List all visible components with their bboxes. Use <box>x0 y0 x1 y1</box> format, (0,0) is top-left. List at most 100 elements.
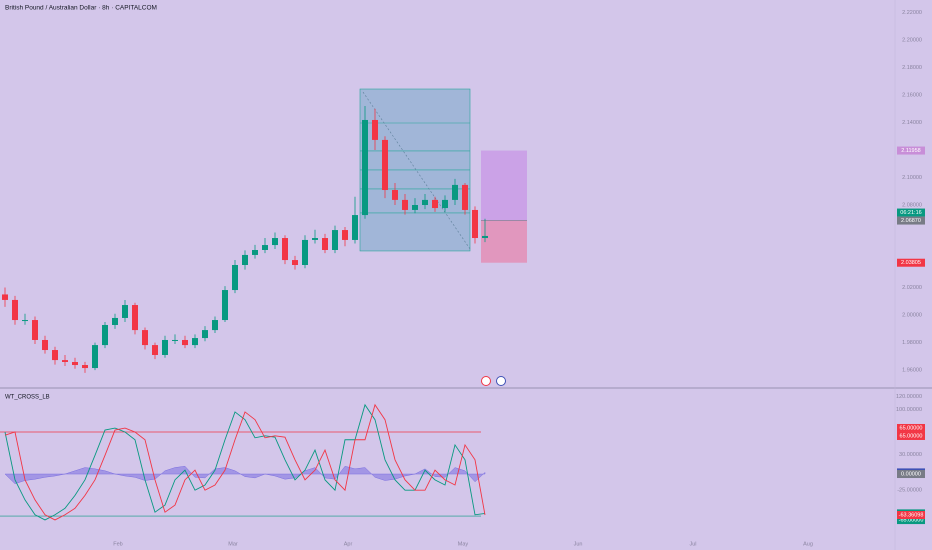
candle-body <box>142 330 148 346</box>
y-tick-label: 1.98000 <box>902 340 922 346</box>
y-tick-label: 2.18000 <box>902 65 922 71</box>
candle-body <box>192 338 198 346</box>
y-tick-label: 120.00000 <box>896 394 922 400</box>
y-tick-label: 1.96000 <box>902 368 922 374</box>
candle-body <box>82 365 88 369</box>
candle-body <box>62 360 68 362</box>
candle-body <box>472 209 478 239</box>
candle-body <box>72 361 78 366</box>
candle-body <box>222 290 228 321</box>
candle-body <box>2 294 8 300</box>
wt-line <box>4 403 486 521</box>
candle-body <box>12 299 18 321</box>
y-tick-label: 2.20000 <box>902 37 922 43</box>
candle-body <box>372 119 378 140</box>
candle-body <box>242 254 248 265</box>
candle-body <box>352 215 358 240</box>
x-tick-label: May <box>458 541 469 547</box>
candle-body <box>382 139 388 191</box>
target-price-tag-bg <box>897 146 925 155</box>
countdown: 06:21:16 <box>900 210 921 216</box>
event-icon[interactable] <box>481 376 491 386</box>
candle-body <box>162 339 168 355</box>
candle-body <box>52 350 58 361</box>
target-price-tag: 2.11958 <box>901 148 920 154</box>
candle-body <box>312 238 318 240</box>
candle-body <box>182 339 188 346</box>
candle-body <box>452 184 458 200</box>
candle-body <box>422 199 428 206</box>
candle-body <box>342 230 348 240</box>
candle-body <box>42 339 48 351</box>
x-tick-label: Mar <box>228 541 238 547</box>
candle-body <box>462 184 468 210</box>
entry-price-tag-bg <box>897 216 925 225</box>
value-tag-bg <box>897 431 925 440</box>
target-zone <box>481 150 527 221</box>
y-tick-label: 2.14000 <box>902 120 922 126</box>
stop-zone <box>481 220 527 263</box>
countdown-bg <box>897 208 925 217</box>
candle-body <box>392 190 398 200</box>
candle-body <box>32 320 38 340</box>
y-tick-label: 2.08000 <box>902 202 922 208</box>
y-tick-label: 2.00000 <box>902 313 922 319</box>
candle-body <box>322 238 328 250</box>
candle-body <box>132 305 138 331</box>
candle-body <box>362 119 368 216</box>
stop-price-tag: 2.03805 <box>901 260 921 266</box>
stop-price-tag-bg <box>897 258 925 267</box>
indicator-title: WT_CROSS_LB <box>5 395 50 401</box>
candle-body <box>152 345 158 355</box>
candle-body <box>292 260 298 265</box>
x-tick-label: Aug <box>803 541 813 547</box>
candle-body <box>442 199 448 209</box>
value-tag: 65.00000 <box>900 433 923 439</box>
y-tick-label: 100.00000 <box>896 407 922 413</box>
x-tick-label: Feb <box>113 541 122 547</box>
value-tag: 0.00000 <box>901 471 921 477</box>
level-tag: 65.00000 <box>900 425 923 431</box>
y-tick-label: 2.02000 <box>902 285 922 291</box>
candle-body <box>232 264 238 291</box>
wt-line <box>4 403 486 521</box>
candle-body <box>282 238 288 261</box>
y-tick-label: -25.00000 <box>897 488 922 494</box>
value-tag-bg <box>897 511 925 520</box>
candle-body <box>302 239 308 265</box>
y-tick-label: 30.00000 <box>899 452 922 458</box>
candle-body <box>102 324 108 346</box>
x-tick-label: Apr <box>344 541 353 547</box>
y-tick-label: 2.22000 <box>902 10 922 16</box>
histogram-area <box>4 465 486 485</box>
candle-body <box>172 339 178 341</box>
chart-title: British Pound / Australian Dollar · 8h ·… <box>5 5 157 12</box>
y-tick-label: 2.10000 <box>902 175 922 181</box>
y-tick-label: 2.16000 <box>902 92 922 98</box>
candle-body <box>112 317 118 325</box>
candle-body <box>402 199 408 210</box>
level-tag: -65.00000 <box>899 518 924 524</box>
candle-body <box>22 320 28 322</box>
candle-body <box>202 330 208 339</box>
candle-body <box>262 245 268 250</box>
candle-body <box>482 235 488 239</box>
candle-body <box>122 305 128 318</box>
x-tick-label: Jun <box>574 541 583 547</box>
value-tag: -63.36098 <box>899 512 924 518</box>
candle-body <box>272 238 278 246</box>
candle-body <box>332 230 338 250</box>
value-tag-bg <box>897 470 925 479</box>
entry-price-tag: 2.06870 <box>901 218 921 224</box>
level-tag-bg <box>897 516 925 525</box>
candle-body <box>412 205 418 210</box>
candle-body <box>252 249 258 255</box>
candle-body <box>212 320 218 331</box>
event-icon[interactable] <box>496 376 506 386</box>
candle-body <box>432 199 438 209</box>
candle-body <box>92 345 98 369</box>
level-tag-bg <box>897 423 925 432</box>
x-tick-label: Jul <box>689 541 696 547</box>
